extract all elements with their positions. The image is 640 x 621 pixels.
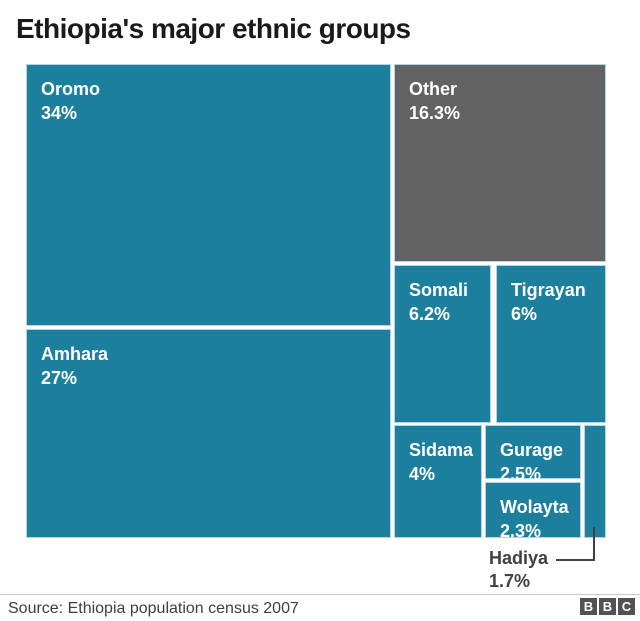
cell-label: Other 16.3% (395, 65, 605, 137)
cell-value-label: 4% (409, 464, 436, 484)
bbc-logo-letter: B (599, 598, 616, 615)
treemap-cell-tigrayan: Tigrayan 6% (497, 266, 605, 422)
cell-label: Wolayta 2.3% (486, 483, 580, 555)
cell-value-label: 16.3% (409, 103, 461, 123)
hadiya-callout-label: Hadiya 1.7% (489, 547, 548, 593)
cell-name-label: Tigrayan (511, 280, 586, 300)
cell-label: Tigrayan 6% (497, 266, 605, 338)
cell-name-label: Oromo (41, 79, 101, 99)
cell-value-label: 27% (41, 368, 78, 388)
treemap-cell-wolayta: Wolayta 2.3% (486, 483, 580, 541)
page-title: Ethiopia's major ethnic groups (16, 13, 411, 44)
footer-divider (0, 594, 640, 595)
cell-name-label: Wolayta (500, 497, 569, 517)
treemap-cell-oromo: Oromo 34% (27, 65, 390, 325)
cell-value-label: 34% (41, 103, 78, 123)
cell-label: Oromo 34% (27, 65, 390, 137)
treemap-cell-other: Other 16.3% (395, 65, 605, 261)
cell-label: Sidama 4% (395, 426, 481, 498)
cell-name-label: Gurage (500, 440, 564, 460)
callout-name-label: Hadiya (489, 548, 549, 568)
bbc-logo: B B C (580, 598, 635, 615)
bbc-logo-letter: C (618, 598, 635, 615)
source-text: Source: Ethiopia population census 2007 (8, 600, 299, 617)
treemap-cell-somali: Somali 6.2% (395, 266, 490, 422)
bbc-logo-letter: B (580, 598, 597, 615)
hadiya-callout-line-horizontal (556, 559, 595, 561)
cell-label: Gurage 2.5% (486, 426, 580, 498)
cell-value-label: 6% (511, 304, 538, 324)
treemap-cell-gurage: Gurage 2.5% (486, 426, 580, 484)
cell-name-label: Somali (409, 280, 469, 300)
hadiya-callout-line-vertical (593, 527, 595, 561)
treemap-cell-hadiya (585, 426, 605, 537)
cell-label: Amhara 27% (27, 330, 390, 402)
cell-name-label: Amhara (41, 344, 109, 364)
cell-name-label: Sidama (409, 440, 474, 460)
cell-value-label: 6.2% (409, 304, 451, 324)
treemap-cell-amhara: Amhara 27% (27, 330, 390, 537)
cell-value-label: 2.5% (500, 464, 542, 484)
treemap: Oromo 34% Amhara 27% Other 16.3% Somali … (27, 65, 605, 541)
cell-label: Somali 6.2% (395, 266, 490, 338)
cell-name-label: Other (409, 79, 458, 99)
cell-value-label: 2.3% (500, 521, 542, 541)
callout-value-label: 1.7% (489, 571, 531, 591)
treemap-cell-sidama: Sidama 4% (395, 426, 481, 537)
